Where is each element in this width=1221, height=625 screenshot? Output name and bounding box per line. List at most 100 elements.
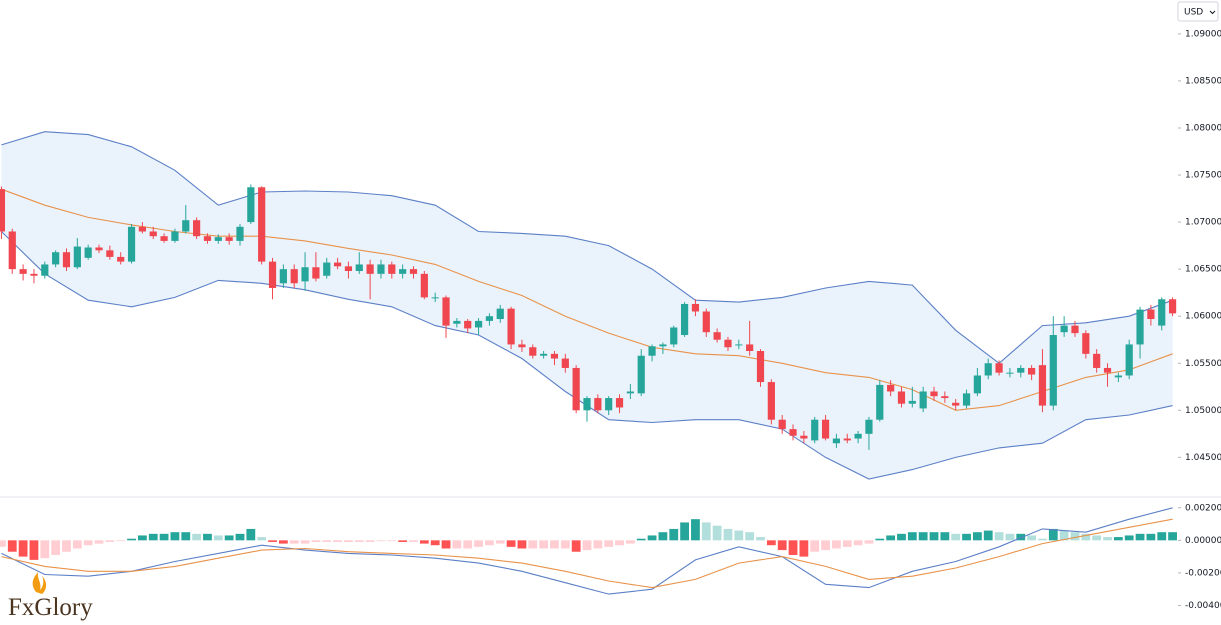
candle-body	[919, 391, 927, 409]
y-tick-label: 1.06500	[1185, 265, 1221, 275]
macd-histogram-bar	[723, 528, 733, 541]
macd-histogram-bar	[116, 540, 126, 542]
macd-histogram-bar	[170, 532, 180, 541]
macd-histogram-bar	[517, 540, 527, 549]
candle-body	[821, 419, 830, 439]
macd-histogram-bar	[745, 532, 755, 541]
candle-body	[746, 344, 754, 352]
macd-histogram-bar	[419, 540, 429, 544]
candle-body	[431, 297, 439, 299]
macd-histogram-bar	[278, 540, 288, 544]
candle-body	[84, 247, 92, 258]
macd-histogram-bar	[853, 540, 863, 546]
macd-histogram-bar	[72, 540, 82, 549]
candle-body	[680, 303, 689, 336]
currency-box[interactable]	[1177, 1, 1219, 22]
macd-histogram-bar	[528, 540, 538, 549]
candle-body	[995, 363, 1003, 373]
macd-histogram-bar	[539, 540, 549, 549]
currency-selector[interactable]: USD	[1177, 1, 1219, 22]
candle-body	[691, 303, 700, 312]
y-tick-label: 1.05500	[1185, 359, 1221, 369]
candle-body	[941, 396, 949, 399]
candle-body	[442, 297, 450, 326]
macd-histogram-bar	[647, 535, 657, 541]
candle-body	[605, 398, 613, 411]
macd-histogram-bar	[1092, 535, 1102, 541]
macd-histogram-bar	[604, 540, 614, 547]
candle-body	[1168, 299, 1177, 314]
macd-histogram-bar	[886, 535, 896, 541]
macd-histogram-bar	[766, 540, 776, 546]
macd-histogram-bar	[712, 525, 722, 541]
candle-body	[1093, 353, 1101, 368]
candle-body	[561, 358, 569, 368]
candle-body	[1103, 367, 1112, 373]
candle-body	[41, 264, 49, 276]
candle-body	[540, 353, 548, 356]
macd-histogram-bar	[1016, 533, 1026, 541]
macd-histogram-bar	[192, 533, 202, 541]
candle-body	[843, 438, 851, 441]
macd-histogram-bar	[257, 537, 267, 541]
macd-histogram-bar	[983, 530, 993, 541]
macd-histogram-bar	[289, 540, 299, 544]
macd-histogram-bar	[864, 540, 874, 544]
y-tick-label: 1.04500	[1185, 453, 1221, 463]
candle-body	[182, 220, 190, 232]
candle-body	[409, 269, 418, 274]
y-tick-label: -0.00400	[1185, 601, 1221, 611]
candle-body	[377, 264, 385, 274]
macd-histogram-bar	[322, 540, 332, 542]
macd-histogram-bar	[897, 533, 906, 541]
candle-body	[876, 384, 884, 420]
macd-histogram-bar	[62, 540, 71, 552]
y-tick-label: 1.05000	[1185, 406, 1221, 416]
macd-histogram-bar	[788, 540, 798, 555]
y-tick-label: 1.09000	[1185, 29, 1221, 39]
dropdown-caret[interactable]	[1209, 10, 1216, 15]
candle-body	[236, 226, 244, 241]
macd-histogram-bar	[1081, 533, 1091, 541]
candle-body	[1038, 365, 1047, 406]
candle-body	[214, 237, 222, 241]
candle-body	[8, 231, 16, 270]
macd-histogram-bar	[1146, 533, 1156, 541]
candle-body	[962, 393, 971, 406]
brand-logo: FxGlory	[8, 572, 93, 621]
macd-histogram-bar	[907, 532, 917, 541]
macd-histogram-bar	[1103, 537, 1112, 541]
macd-histogram-bar	[1059, 530, 1069, 541]
macd-histogram-bar	[1070, 532, 1080, 541]
candle-body	[1060, 325, 1068, 333]
logo-text: FxGlory	[8, 594, 93, 621]
macd-histogram-bar	[1124, 535, 1134, 541]
macd-histogram-bar	[636, 538, 646, 541]
macd-histogram-bar	[159, 533, 169, 541]
candle-body	[171, 231, 179, 241]
macd-histogram-bar	[582, 540, 592, 551]
candle-body	[572, 367, 580, 411]
macd-histogram-bar	[452, 540, 462, 549]
candle-body	[659, 344, 667, 347]
y-tick-label: 1.07500	[1185, 171, 1221, 181]
macd-histogram-bar	[300, 540, 310, 544]
macd-histogram-bar	[441, 540, 451, 549]
candle-body	[507, 308, 515, 345]
candle-body	[887, 384, 895, 392]
macd-histogram-bar	[972, 532, 982, 541]
candle-body	[225, 237, 233, 241]
candle-body	[30, 273, 38, 276]
currency-label[interactable]: USD	[1184, 8, 1203, 18]
candle-body	[930, 391, 938, 397]
candle-body	[0, 189, 6, 232]
macd-histogram-bar	[463, 540, 473, 549]
candle-body	[388, 264, 396, 274]
macd-histogram-bar	[40, 540, 50, 559]
candle-body	[279, 269, 287, 284]
macd-histogram-bar	[213, 535, 223, 541]
macd-histogram-bar	[1113, 537, 1123, 541]
candle-body	[464, 320, 472, 329]
candle-body	[767, 382, 775, 420]
